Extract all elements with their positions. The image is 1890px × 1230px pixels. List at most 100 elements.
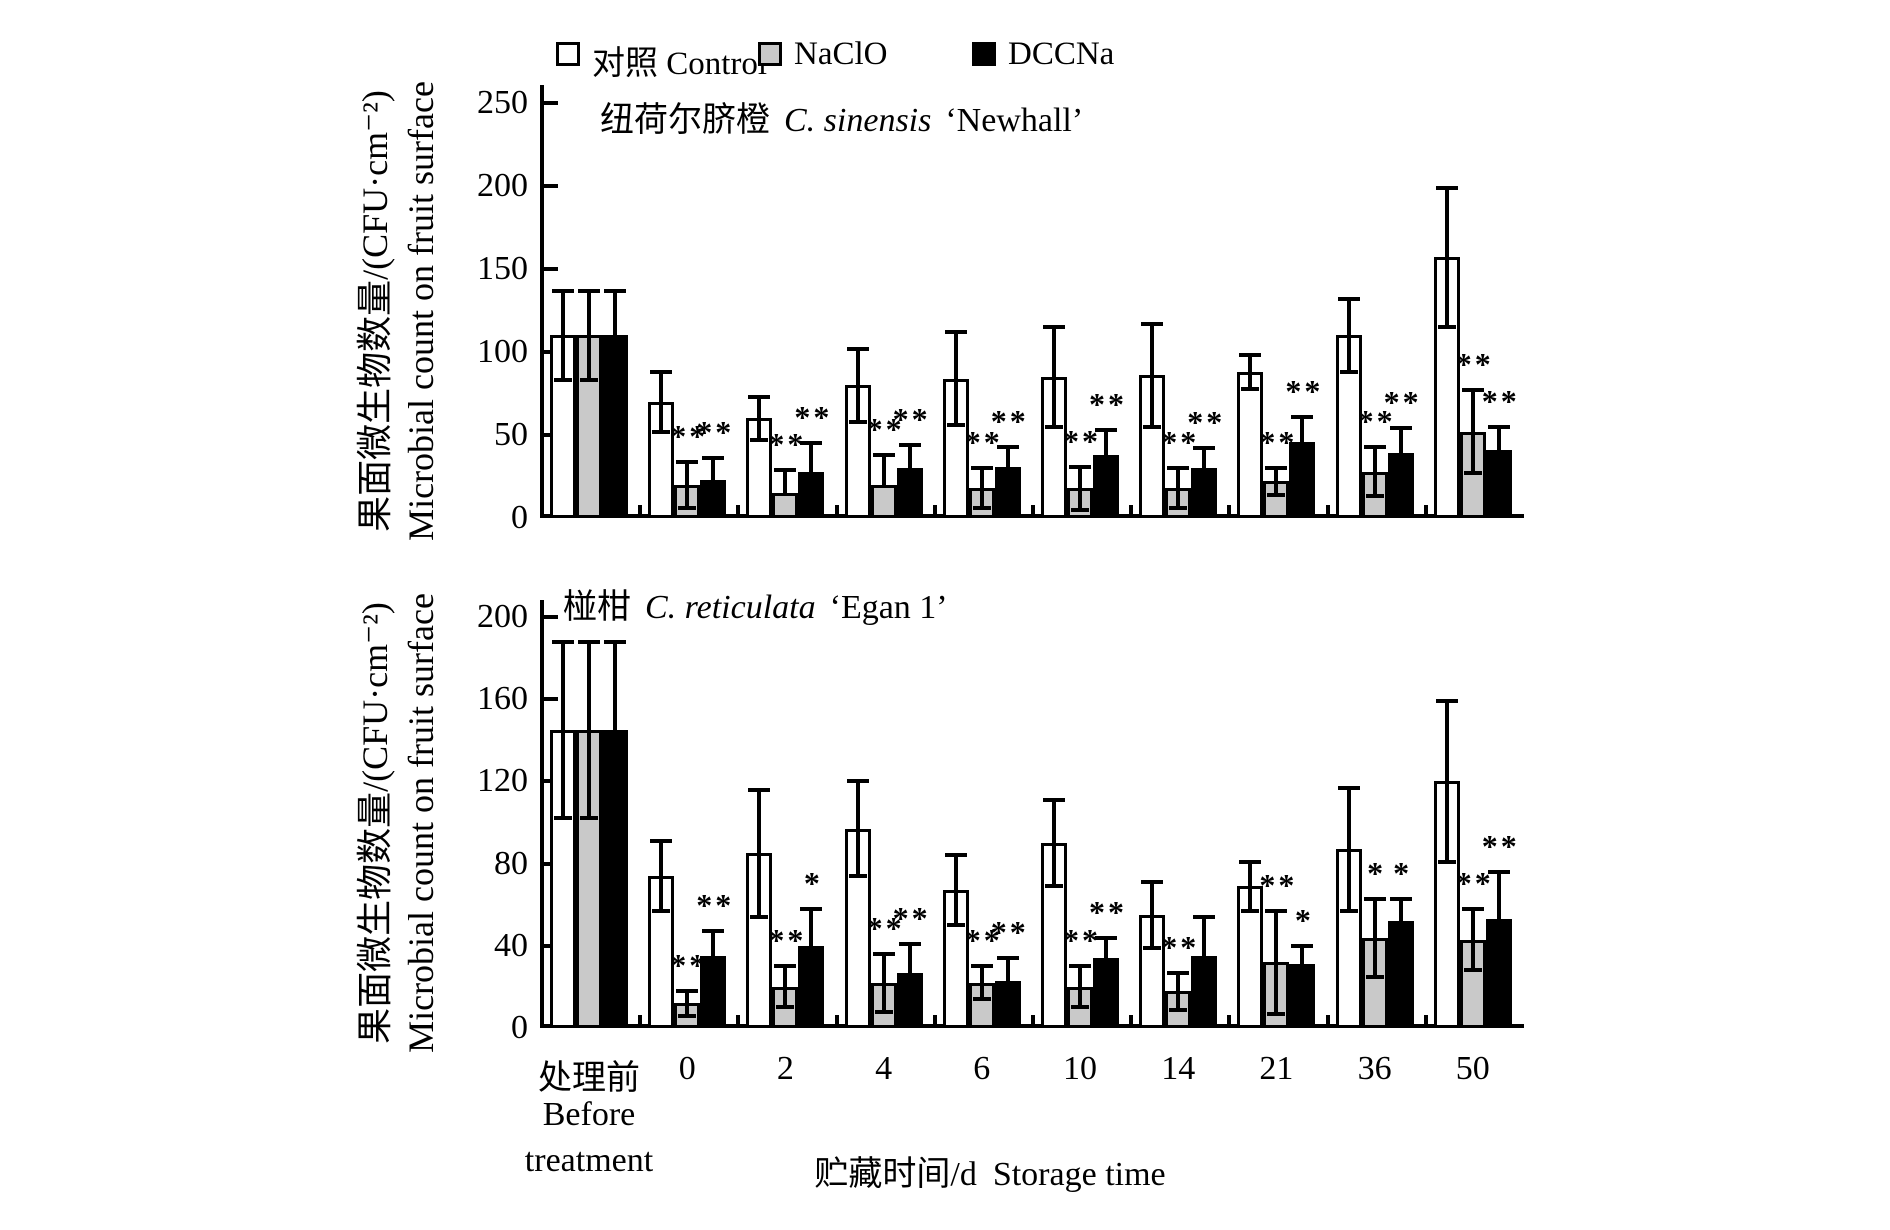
significance-marker: ** bbox=[990, 402, 1029, 439]
error-bar-stem bbox=[855, 781, 860, 829]
significance-marker: ** bbox=[1481, 382, 1520, 419]
significance-marker: ** bbox=[1063, 422, 1101, 459]
error-bar-stem bbox=[1496, 871, 1501, 920]
error-bar-cap bbox=[1239, 859, 1262, 864]
error-bar-lower-cap bbox=[1169, 506, 1188, 511]
bar-control bbox=[1237, 371, 1264, 518]
error-bar-stem bbox=[1104, 430, 1108, 455]
x-tick-label: 21 bbox=[1259, 1050, 1294, 1087]
x-group-tick bbox=[1030, 505, 1035, 514]
error-bar-lower-cap bbox=[750, 915, 769, 920]
error-bar-stem bbox=[757, 789, 762, 854]
error-bar-lower-cap bbox=[1241, 908, 1260, 913]
error-bar-lower-stem bbox=[1176, 488, 1181, 509]
bar-naclo bbox=[772, 493, 799, 518]
significance-marker: * bbox=[1393, 854, 1413, 891]
error-bar-cap bbox=[1167, 466, 1190, 471]
error-bar-lower-stem bbox=[1444, 781, 1449, 862]
significance-marker: ** bbox=[1383, 384, 1422, 421]
panel-title-cultivar: ‘Egan 1’ bbox=[829, 589, 948, 626]
significance-marker: ** bbox=[670, 417, 709, 454]
error-bar-lower-cap bbox=[1339, 369, 1358, 374]
x-group-tick bbox=[1423, 1015, 1428, 1024]
error-bar-cap bbox=[1487, 424, 1510, 429]
error-bar-stem bbox=[613, 290, 617, 336]
bar-dccna bbox=[798, 471, 825, 518]
error-bar-cap bbox=[1095, 935, 1117, 940]
error-bar-cap bbox=[1167, 970, 1190, 975]
x-group-tick bbox=[736, 1015, 741, 1024]
error-bar-lower-stem bbox=[1078, 488, 1082, 510]
y-tick-label: 160 bbox=[477, 680, 528, 718]
error-bar-stem bbox=[1398, 898, 1403, 922]
bar-dccna bbox=[602, 730, 628, 1028]
error-bar-stem bbox=[1274, 468, 1279, 482]
y-axis-line bbox=[540, 85, 544, 518]
y-axis-line bbox=[540, 600, 544, 1028]
error-bar-stem bbox=[1176, 972, 1181, 991]
error-bar-lower-stem bbox=[1470, 431, 1475, 474]
error-bar-lower-cap bbox=[776, 1005, 795, 1010]
panel-title: 纽荷尔脐橙 C. sinensis ‘Newhall’ bbox=[600, 92, 1097, 141]
error-bar-lower-stem bbox=[979, 982, 984, 1000]
error-bar-lower-stem bbox=[1176, 991, 1181, 1010]
significance-marker: ** bbox=[794, 399, 833, 436]
error-bar-stem bbox=[1470, 390, 1475, 432]
x-axis-title-en: Storage time bbox=[992, 1156, 1166, 1193]
error-bar-stem bbox=[613, 641, 617, 731]
y-tick-label: 40 bbox=[494, 926, 528, 964]
error-bar-lower-stem bbox=[1346, 335, 1351, 372]
error-bar-lower-stem bbox=[855, 385, 860, 422]
error-bar-stem bbox=[1372, 898, 1377, 938]
error-bar-cap bbox=[944, 853, 967, 858]
error-bar-stem bbox=[1372, 446, 1377, 472]
error-bar-stem bbox=[711, 458, 716, 480]
error-bar-cap bbox=[1043, 797, 1065, 802]
error-bar-cap bbox=[748, 394, 771, 399]
error-bar-cap bbox=[846, 779, 869, 784]
error-bar-stem bbox=[1470, 908, 1475, 940]
significance-marker: ** bbox=[1455, 346, 1494, 383]
y-axis-label: 果面微生物数量/(CFU·cm⁻²) Microbial count on fru… bbox=[352, 593, 444, 1053]
error-bar-cap bbox=[1265, 466, 1288, 471]
error-bar-stem bbox=[881, 454, 886, 485]
error-bar-lower-cap bbox=[1071, 1005, 1089, 1010]
error-bar-lower-stem bbox=[685, 1003, 690, 1016]
significance-marker: ** bbox=[1187, 404, 1226, 441]
x-tick-label: 2 bbox=[776, 1050, 794, 1087]
error-bar-lower-cap bbox=[1071, 507, 1089, 512]
error-bar-lower-stem bbox=[1150, 914, 1155, 948]
error-bar-cap bbox=[1193, 915, 1216, 920]
x-tick-label-before-en2: treatment bbox=[524, 1142, 654, 1179]
significance-marker: ** bbox=[1089, 386, 1127, 423]
error-bar-lower-cap bbox=[1437, 859, 1456, 864]
error-bar-cap bbox=[578, 288, 600, 293]
error-bar-cap bbox=[1043, 325, 1065, 330]
significance-marker: ** bbox=[1455, 864, 1494, 901]
y-axis-label-en: Microbial count on fruit surface bbox=[401, 80, 441, 541]
error-bar-cap bbox=[898, 442, 921, 447]
error-bar-lower-stem bbox=[783, 986, 788, 1008]
x-axis-line bbox=[540, 1024, 1524, 1028]
error-bar-stem bbox=[1346, 298, 1351, 336]
x-group-tick bbox=[1325, 505, 1330, 514]
bar-dccna bbox=[1191, 468, 1218, 518]
y-tick-label: 200 bbox=[477, 167, 528, 204]
error-bar-stem bbox=[1150, 882, 1155, 915]
significance-marker: ** bbox=[696, 414, 735, 451]
error-bar-cap bbox=[970, 964, 993, 969]
y-tick bbox=[544, 184, 558, 188]
error-bar-stem bbox=[1078, 466, 1082, 489]
significance-marker: ** bbox=[1089, 893, 1127, 930]
error-bar-lower-cap bbox=[848, 419, 867, 424]
error-bar-cap bbox=[650, 369, 673, 374]
error-bar-lower-stem bbox=[1150, 375, 1155, 427]
significance-marker: ** bbox=[892, 400, 931, 437]
error-bar-cap bbox=[1095, 428, 1117, 433]
error-bar-lower-cap bbox=[580, 816, 598, 821]
x-group-tick bbox=[932, 1015, 937, 1024]
significance-marker: ** bbox=[964, 424, 1003, 461]
significance-marker: ** bbox=[990, 914, 1029, 951]
error-bar-lower-stem bbox=[953, 378, 958, 426]
